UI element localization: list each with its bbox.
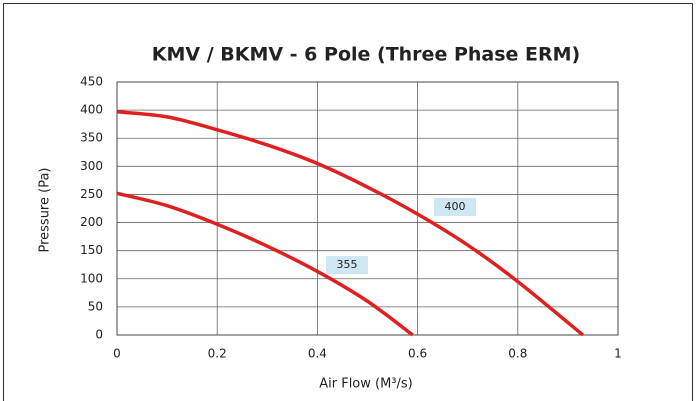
x-tick-label: 0.2 (208, 347, 227, 361)
y-axis-label: Pressure (Pa) (38, 167, 53, 252)
y-tick-label: 200 (80, 215, 103, 229)
series-label-box (326, 256, 368, 274)
series-label-box (434, 198, 476, 216)
x-axis-label: Air Flow (M³/s) (319, 377, 413, 392)
y-tick-label: 350 (80, 131, 103, 145)
y-tick-label: 150 (80, 243, 103, 257)
x-tick-label: 0.6 (408, 347, 427, 361)
y-tick-label: 50 (88, 299, 103, 313)
y-tick-label: 400 (80, 103, 103, 117)
x-tick-label: 1 (614, 347, 622, 361)
x-tick-label: 0 (113, 347, 121, 361)
series-label: 400 (445, 200, 466, 213)
line (116, 191, 414, 337)
y-tick-label: 450 (80, 75, 103, 89)
y-tick-label: 0 (95, 328, 103, 342)
chart-title: KMV / BKMV - 6 Pole (Three Phase ERM) (152, 44, 580, 66)
y-tick-label: 250 (80, 187, 103, 201)
x-tick-label: 0.8 (508, 347, 527, 361)
y-tick-label: 300 (80, 159, 103, 173)
x-tick-label: 0.4 (308, 347, 327, 361)
plot-area (116, 81, 619, 336)
series-label: 355 (337, 258, 358, 271)
chart-border (3, 3, 693, 401)
y-tick-label: 100 (80, 271, 103, 285)
line (116, 110, 585, 337)
